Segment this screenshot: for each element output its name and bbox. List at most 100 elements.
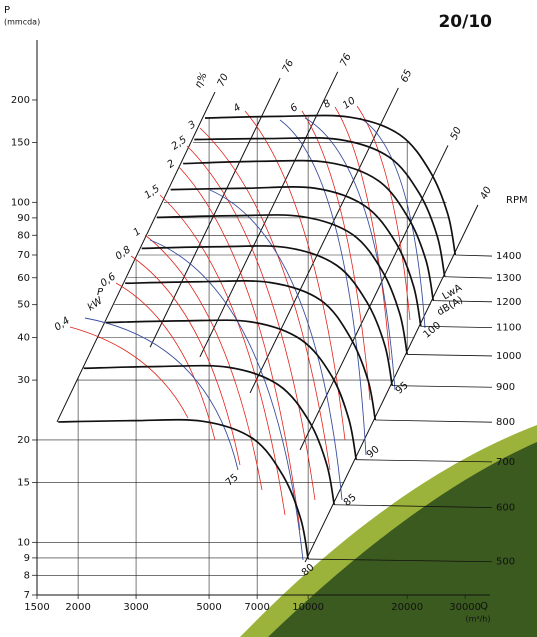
power-label: 4 bbox=[232, 102, 244, 115]
power-label: 6 bbox=[289, 102, 301, 115]
rpm-leader bbox=[308, 558, 493, 563]
rpm-leader bbox=[420, 325, 493, 329]
y2-axis-label: RPM bbox=[506, 195, 528, 206]
power-curve bbox=[301, 110, 371, 401]
rpm-leader bbox=[455, 254, 493, 257]
rpm-curve bbox=[170, 186, 422, 327]
sound-curve bbox=[84, 317, 239, 471]
swoosh-dark bbox=[268, 442, 537, 637]
x-axis-unit: (m³/h) bbox=[465, 615, 490, 624]
power-label: 0,8 bbox=[114, 244, 133, 262]
power-curve bbox=[356, 105, 411, 321]
y2-tick-label: 1100 bbox=[496, 323, 521, 334]
y-tick-label: 8 bbox=[24, 570, 30, 581]
y-tick-label: 20 bbox=[17, 435, 30, 446]
power-curve bbox=[69, 326, 189, 419]
y2-tick-label: 700 bbox=[496, 457, 515, 468]
efficiency-label: 70 bbox=[216, 72, 231, 88]
x-tick-label: 7000 bbox=[244, 602, 269, 613]
rpm-leader bbox=[433, 300, 493, 303]
power-curve bbox=[186, 145, 316, 501]
y2-tick-label: 1000 bbox=[496, 351, 521, 362]
rpm-curve bbox=[183, 159, 435, 301]
sound-curve bbox=[359, 117, 426, 329]
x-tick-label: 30000 bbox=[449, 602, 481, 613]
power-label: 10 bbox=[341, 95, 358, 111]
sound-label: 85 bbox=[342, 492, 359, 509]
power-curve bbox=[144, 234, 263, 491]
efficiency-line bbox=[149, 77, 281, 348]
y-tick-label: 50 bbox=[17, 300, 30, 311]
y-tick-label: 70 bbox=[17, 250, 30, 261]
power-label: 0,4 bbox=[53, 315, 72, 333]
y-tick-label: 7 bbox=[24, 590, 30, 601]
sound-curve bbox=[304, 117, 396, 391]
rpm-curve bbox=[125, 280, 377, 421]
y-tick-label: 30 bbox=[17, 375, 30, 386]
power-label: 2,5 bbox=[170, 134, 189, 152]
rpm-curve bbox=[58, 418, 309, 560]
y2-tick-label: 500 bbox=[496, 557, 515, 568]
rpm-curve bbox=[83, 364, 336, 505]
power-curve bbox=[115, 282, 216, 441]
rpm-leader bbox=[444, 276, 493, 279]
chart-title: 20/10 bbox=[438, 12, 492, 32]
sound-label: 95 bbox=[394, 380, 411, 397]
rpm-leader bbox=[392, 385, 493, 388]
y-tick-label: 150 bbox=[11, 137, 30, 148]
rpm-curve bbox=[141, 245, 393, 386]
power-label: 1,5 bbox=[143, 183, 162, 201]
rpm-curve bbox=[204, 114, 457, 256]
rpm-leader bbox=[334, 504, 493, 509]
rpm-curve bbox=[156, 214, 409, 355]
y2-tick-label: 600 bbox=[496, 503, 515, 514]
y-tick-label: 40 bbox=[17, 333, 30, 344]
y-tick-label: 9 bbox=[24, 553, 30, 564]
sound-label: 75 bbox=[224, 472, 241, 489]
y-tick-label: 80 bbox=[17, 230, 30, 241]
swoosh-light bbox=[240, 425, 537, 637]
y-tick-label: 10 bbox=[17, 537, 30, 548]
power-curve bbox=[178, 166, 301, 531]
y-axis-unit: (mmcda) bbox=[4, 18, 40, 27]
efficiency-line bbox=[299, 145, 449, 451]
power-label: 3 bbox=[187, 119, 199, 132]
x-tick-label: 2000 bbox=[65, 602, 90, 613]
rpm-leader bbox=[356, 459, 493, 463]
rpm-curve bbox=[194, 137, 446, 277]
sound-label: 90 bbox=[365, 444, 382, 461]
y2-tick-label: 1400 bbox=[496, 251, 521, 262]
power-label: 1 bbox=[132, 226, 144, 239]
power-curve bbox=[159, 194, 286, 516]
power-title: P bbox=[97, 287, 104, 298]
x-tick-label: 1500 bbox=[24, 602, 49, 613]
efficiency-label: 50 bbox=[449, 126, 464, 142]
y-tick-label: 200 bbox=[11, 95, 30, 106]
y2-tick-label: 900 bbox=[496, 382, 515, 393]
efficiency-label: 40 bbox=[479, 185, 494, 201]
power-curve bbox=[244, 110, 346, 441]
y2-tick-label: 1300 bbox=[496, 273, 521, 284]
y-axis-label: P bbox=[4, 5, 10, 16]
rpm-leader bbox=[375, 419, 493, 423]
x-tick-label: 20000 bbox=[391, 602, 423, 613]
efficiency-label: 76 bbox=[281, 58, 296, 74]
x-tick-label: 5000 bbox=[196, 602, 221, 613]
y-tick-label: 15 bbox=[17, 477, 30, 488]
power-label: 8 bbox=[322, 98, 334, 111]
x-tick-label: 3000 bbox=[123, 602, 148, 613]
rpm-curve bbox=[105, 319, 358, 460]
efficiency-title: η% bbox=[193, 71, 210, 90]
y-tick-label: 60 bbox=[17, 273, 30, 284]
x-tick-label: 10000 bbox=[292, 602, 324, 613]
sound-curve bbox=[209, 189, 343, 501]
rpm-leader bbox=[407, 354, 493, 357]
sound-curve bbox=[149, 239, 304, 561]
power-curve bbox=[199, 127, 331, 471]
power-curve bbox=[334, 106, 391, 361]
x-axis-label: Q bbox=[480, 601, 488, 612]
y-tick-label: 90 bbox=[17, 213, 30, 224]
efficiency-label: 65 bbox=[399, 68, 414, 84]
